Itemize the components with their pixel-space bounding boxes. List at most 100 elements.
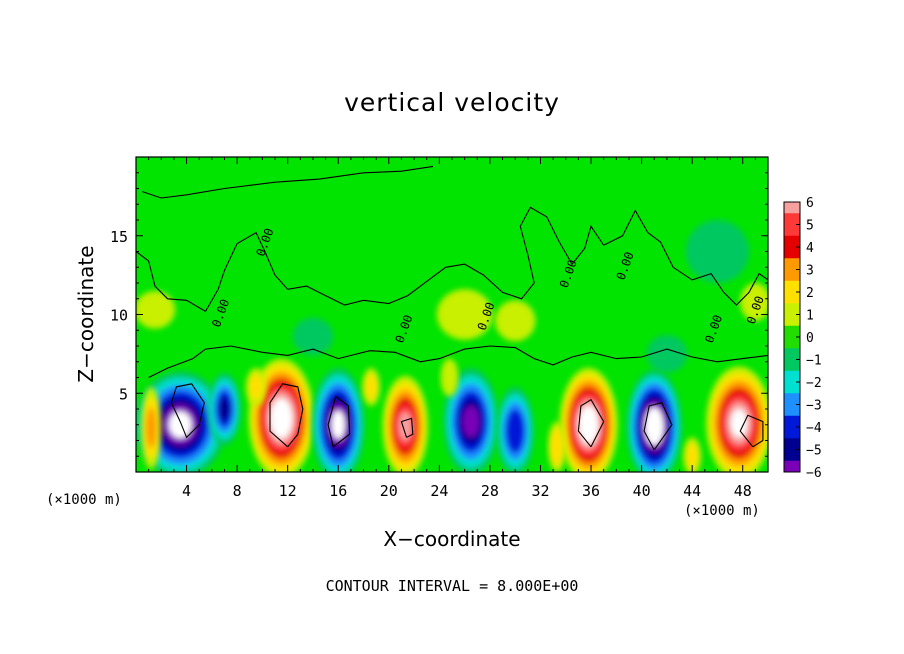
colorbar-swatch: [784, 292, 800, 304]
colorbar-swatch: [784, 404, 800, 417]
colorbar-tick-label: 3: [806, 264, 814, 279]
cell-ring: [146, 407, 157, 449]
velocity-cell: [443, 368, 499, 472]
colorbar-swatch: [784, 370, 800, 383]
y-tick-label: 10: [110, 307, 128, 325]
contour-line: [148, 345, 768, 378]
x-tick-label: 16: [329, 482, 347, 500]
cell-ring: [277, 411, 286, 426]
velocity-cell: [440, 358, 459, 397]
colorbar-tick-label: −5: [806, 444, 822, 459]
cell-ring: [292, 317, 334, 356]
colorbar-swatch: [784, 314, 800, 327]
cell-ring: [585, 418, 592, 432]
contour-line: [400, 417, 414, 438]
velocity-cell: [245, 368, 267, 406]
velocity-cell: [494, 300, 536, 342]
contour-line: [327, 395, 351, 448]
cell-ring: [501, 307, 529, 335]
y-tick-label: 5: [119, 385, 128, 403]
velocity-cell: [548, 421, 566, 472]
x-tick-label: 48: [734, 482, 752, 500]
y-axis-ticks: 5 10 15: [110, 172, 768, 457]
cell-ring: [443, 364, 456, 391]
contour-line: [142, 165, 434, 199]
colorbar-tick-label: −6: [806, 466, 822, 481]
colorbar-swatch: [784, 303, 800, 315]
velocity-cell: [559, 368, 618, 472]
plot-area: 0.000.00 0.00 0.000.00 0.000.000.00: [136, 157, 768, 472]
colorbar-tick-label: −1: [806, 354, 822, 369]
cell-ring: [219, 396, 230, 422]
contour-line: [136, 251, 206, 312]
x-tick-label: 4: [182, 482, 191, 500]
x-tick-label: 8: [233, 482, 242, 500]
velocity-cell: [382, 375, 428, 472]
cell-ring: [365, 374, 378, 400]
cell-ring: [685, 220, 750, 283]
chart-title: vertical velocity: [344, 88, 560, 117]
x-tick-label: 44: [683, 482, 701, 500]
colorbar-tick-label: −4: [806, 421, 822, 436]
colorbar-swatch: [784, 247, 800, 259]
x-tick-label: 40: [633, 482, 651, 500]
x-unit-label-right: (×1000 m): [684, 503, 760, 519]
colorbar-swatch: [784, 202, 800, 214]
colorbar-swatch: [784, 258, 800, 270]
x-tick-label: 12: [279, 482, 297, 500]
cell-ring: [745, 289, 766, 315]
colorbar: 6 5 4 3 2 1 0 −1 −2 −3 −4 −5 −6: [783, 196, 822, 481]
colorbar-swatch: [784, 269, 800, 282]
cell-ring: [249, 374, 263, 400]
contour-line: [269, 383, 304, 448]
cell-ring: [686, 443, 699, 469]
colorbar-swatch: [784, 415, 800, 428]
contour-line: [170, 383, 205, 439]
cell-ring: [141, 297, 169, 323]
colorbar-tick-label: 2: [806, 286, 814, 301]
colorbar-swatch: [784, 224, 800, 237]
cell-ring: [646, 334, 688, 373]
velocity-cell: [362, 368, 380, 406]
velocity-cell: [496, 386, 535, 472]
velocity-cell: [436, 289, 493, 340]
colorbar-swatch: [784, 460, 800, 473]
cell-ring: [334, 417, 342, 432]
x-tick-label: 24: [430, 482, 448, 500]
colorbar-tick-label: 6: [806, 196, 814, 211]
velocity-cells: [136, 220, 768, 472]
velocity-cell: [136, 371, 226, 472]
colorbar-swatch: [784, 449, 800, 462]
cell-ring: [734, 416, 744, 431]
cell-ring: [651, 420, 658, 433]
cell-ring: [174, 418, 186, 432]
y-axis-label: Z−coordinate: [74, 245, 98, 383]
x-unit-label-left: (×1000 m): [46, 492, 122, 508]
cell-ring: [552, 434, 562, 460]
contour-line: [205, 206, 768, 312]
velocity-cell: [292, 317, 334, 356]
x-tick-label: 28: [481, 482, 499, 500]
colorbar-swatch: [784, 438, 800, 450]
x-axis-label: X−coordinate: [383, 527, 521, 551]
contour-line: [643, 402, 673, 451]
cell-ring: [508, 416, 522, 446]
velocity-cell: [136, 290, 176, 329]
x-tick-label: 36: [582, 482, 600, 500]
velocity-cell: [683, 437, 702, 472]
contour-line: [577, 398, 605, 448]
colorbar-tick-label: 5: [806, 219, 814, 234]
colorbar-swatch: [784, 280, 800, 293]
x-axis-ticks: 4 8 12 16 20 24 28 32 36 40 44 48: [148, 157, 756, 500]
x-tick-label: 20: [380, 482, 398, 500]
velocity-cell: [646, 334, 688, 373]
colorbar-swatch: [784, 427, 800, 439]
colorbar-swatch: [784, 393, 800, 405]
velocity-cell: [208, 372, 241, 446]
cell-ring: [463, 406, 479, 437]
colorbar-tick-label: 0: [806, 331, 814, 346]
colorbar-swatch: [784, 213, 800, 225]
colorbar-tick-label: −2: [806, 376, 822, 391]
velocity-cell: [141, 386, 162, 469]
colorbar-swatch: [784, 325, 800, 338]
